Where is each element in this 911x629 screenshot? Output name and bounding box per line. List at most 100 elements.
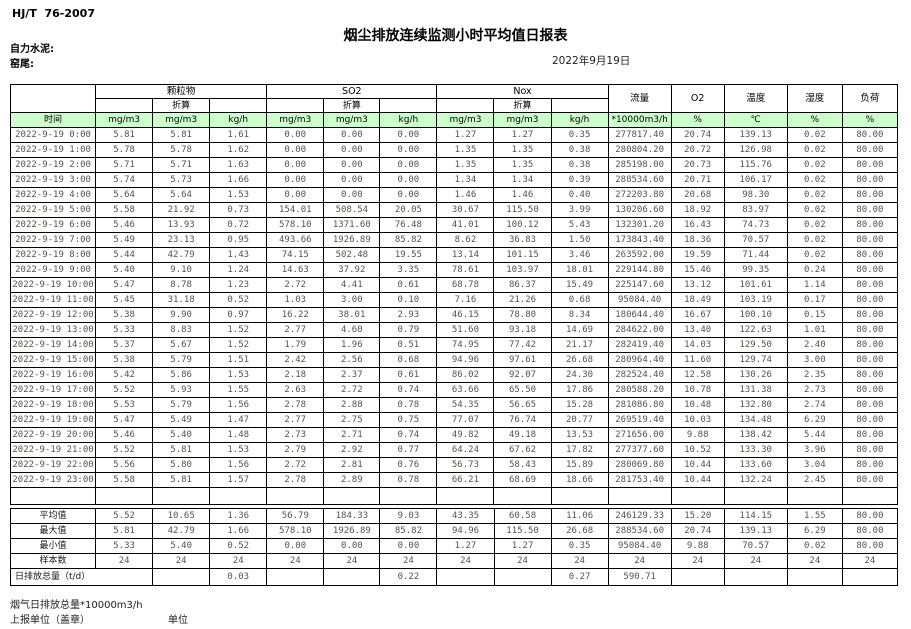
- value-cell: 2.40: [786, 337, 843, 353]
- unit-percent: %: [841, 112, 899, 128]
- value-cell: 106.17: [723, 172, 788, 188]
- blank-cell: [841, 487, 899, 505]
- value-cell: 2.74: [786, 397, 843, 413]
- value-cell: 5.38: [95, 307, 154, 323]
- value-cell: 2.37: [323, 367, 381, 383]
- value-cell: 0.02: [786, 202, 843, 218]
- value-cell: 134.48: [723, 412, 788, 428]
- value-cell: 0.61: [379, 367, 438, 383]
- value-cell: 101.15: [493, 247, 552, 263]
- value-cell: 5.71: [95, 157, 154, 173]
- value-cell: 2.56: [323, 352, 381, 368]
- table-row: 2022-9-19 19:00 5.47 5.49 1.47 2.77 2.75 0.75 7…: [9, 412, 899, 428]
- value-cell: 0.61: [379, 277, 438, 293]
- table-row: 2022-9-19 13:00 5.33 8.83 1.52 2.77 4.60 0.79 5…: [9, 322, 899, 338]
- value-cell: 30.67: [436, 202, 495, 218]
- blank-cell: [266, 98, 325, 113]
- value-cell: 16.22: [266, 307, 325, 323]
- value-cell: 1.01: [786, 322, 843, 338]
- value-cell: 80.00: [841, 202, 899, 218]
- value-cell: 0.00: [266, 187, 325, 203]
- value-cell: 24: [152, 553, 211, 569]
- value-cell: 78.61: [436, 262, 495, 278]
- value-cell: 0.38: [550, 142, 609, 158]
- value-cell: 5.56: [95, 457, 154, 473]
- value-cell: 80.00: [841, 172, 899, 188]
- summary-label: 最小值: [9, 538, 97, 554]
- value-cell: 5.44: [786, 427, 843, 443]
- time-cell: 2022-9-19 10:00: [9, 277, 97, 293]
- value-cell: 1.35: [493, 142, 552, 158]
- table-row: 2022-9-19 12:00 5.38 9.90 0.97 16.22 38.01 2.9…: [9, 307, 899, 323]
- value-cell: 94.96: [436, 523, 495, 539]
- time-cell: 2022-9-19 17:00: [9, 382, 97, 398]
- value-cell: 0.00: [379, 127, 438, 143]
- value-cell: 24: [786, 553, 843, 569]
- value-cell: 5.52: [95, 442, 154, 458]
- table-row: 2022-9-19 7:00 5.49 23.13 0.95 493.66 1926.89…: [9, 232, 899, 248]
- value-cell: 20.77: [550, 412, 609, 428]
- summary-table: 平均值 5.52 10.65 1.36 56.79 184.33 9.03 43.35 60.5…: [9, 508, 899, 586]
- value-cell: 5.52: [95, 508, 154, 524]
- value-cell: 280588.20: [607, 382, 672, 398]
- value-cell: 5.46: [95, 427, 154, 443]
- value-cell: 1.35: [493, 157, 552, 173]
- summary-row: 最大值 5.81 42.79 1.66 578.10 1926.89 85.82 94.96 1…: [9, 523, 899, 539]
- value-cell: 13.53: [550, 427, 609, 443]
- value-cell: 132.80: [723, 397, 788, 413]
- value-cell: 0.00: [266, 127, 325, 143]
- value-cell: 2.77: [266, 412, 325, 428]
- value-cell: 2.72: [266, 457, 325, 473]
- blank-cell: [436, 98, 495, 113]
- value-cell: [841, 568, 899, 586]
- value-cell: 10.52: [670, 442, 725, 458]
- value-cell: 281753.40: [607, 472, 672, 488]
- value-cell: 0.00: [266, 157, 325, 173]
- value-cell: 288534.60: [607, 172, 672, 188]
- value-cell: 5.33: [95, 322, 154, 338]
- value-cell: 71.44: [723, 247, 788, 263]
- value-cell: 20.72: [670, 142, 725, 158]
- value-cell: 20.68: [670, 187, 725, 203]
- value-cell: 115.76: [723, 157, 788, 173]
- time-cell: 2022-9-19 12:00: [9, 307, 97, 323]
- value-cell: 0.02: [786, 157, 843, 173]
- time-cell: 2022-9-19 23:00: [9, 472, 97, 488]
- blank-cell: [379, 98, 438, 113]
- value-cell: 0.02: [786, 232, 843, 248]
- value-cell: 37.92: [323, 262, 381, 278]
- value-cell: 80.00: [841, 442, 899, 458]
- value-cell: 70.57: [723, 232, 788, 248]
- summary-label: 最大值: [9, 523, 97, 539]
- value-cell: 80.00: [841, 508, 899, 524]
- section-label: 窑尾:: [10, 59, 34, 70]
- value-cell: 93.18: [493, 322, 552, 338]
- value-cell: 80.00: [841, 412, 899, 428]
- value-cell: [436, 568, 495, 586]
- table-row: 2022-9-19 18:00 5.53 5.79 1.56 2.78 2.88 0.78 5…: [9, 397, 899, 413]
- value-cell: 0.27: [550, 568, 609, 586]
- value-cell: 0.00: [266, 538, 325, 554]
- value-cell: 5.33: [95, 538, 154, 554]
- value-cell: 15.28: [550, 397, 609, 413]
- value-cell: 67.62: [493, 442, 552, 458]
- value-cell: 2.42: [266, 352, 325, 368]
- value-cell: 1.55: [209, 382, 268, 398]
- value-cell: 1.53: [209, 187, 268, 203]
- value-cell: 269519.40: [607, 412, 672, 428]
- blank-cell: [607, 487, 672, 505]
- col-flow: 流量: [607, 84, 672, 113]
- value-cell: 24: [550, 553, 609, 569]
- value-cell: 578.10: [266, 523, 325, 539]
- value-cell: 98.30: [723, 187, 788, 203]
- unit-mgm3: mg/m3: [95, 112, 154, 128]
- value-cell: 8.83: [152, 322, 211, 338]
- value-cell: 18.01: [550, 262, 609, 278]
- value-cell: 0.52: [209, 292, 268, 308]
- value-cell: [670, 568, 725, 586]
- value-cell: 0.00: [266, 172, 325, 188]
- value-cell: 24: [670, 553, 725, 569]
- value-cell: [723, 568, 788, 586]
- col-temperature: 温度: [723, 84, 788, 113]
- value-cell: 0.00: [323, 142, 381, 158]
